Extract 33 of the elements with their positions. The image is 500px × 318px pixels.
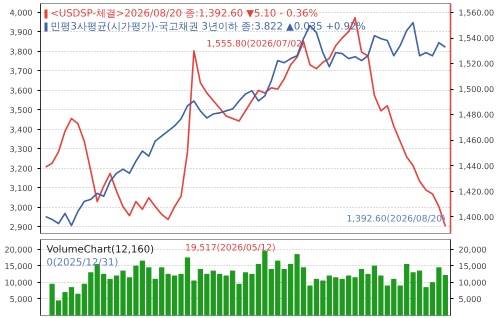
y-tick-label: 3,300 xyxy=(10,144,33,154)
y2-tick-label: 10,000 xyxy=(458,278,486,288)
y-tick-label: 3,500 xyxy=(10,106,33,115)
y-tick-label: 3,200 xyxy=(10,164,33,174)
y-tick-label: 3,000 xyxy=(10,203,33,212)
y-tick-label: 3,600 xyxy=(10,86,33,96)
y2-tick-label: 1,420.00 xyxy=(458,187,494,196)
y-tick-label: 3,800 xyxy=(10,47,33,56)
y-tick-label: 2,900 xyxy=(10,222,33,232)
y-tick-label: 3,400 xyxy=(10,125,33,134)
y-tick-label: 3,900 xyxy=(10,28,33,37)
y-tick-label: 5,000 xyxy=(10,294,33,304)
y2-tick-label: 1,460.00 xyxy=(458,136,494,146)
y-tick-label: 20,000 xyxy=(4,245,33,254)
y2-tick-label: 20,000 xyxy=(458,245,486,254)
y-tick-label: 3,100 xyxy=(10,184,33,193)
y-tick-label: 10,000 xyxy=(4,278,33,288)
y2-tick-label: 1,540.00 xyxy=(458,34,494,43)
legend-label: <USDSP-체결>2026/08/20 종:1,392.60 ▼5.10 - 0.36% xyxy=(50,8,318,20)
annotation: 19,517(2026/05/12) xyxy=(185,244,276,254)
annotation: 0(2025/12/31) xyxy=(46,258,118,268)
y-tick-label: 15,000 xyxy=(4,262,33,271)
y2-tick-label: 15,000 xyxy=(458,262,486,271)
y-tick-label: 3,700 xyxy=(10,66,33,76)
y-tick-label: 4,000 xyxy=(10,8,33,18)
y2-tick-label: 5,000 xyxy=(458,294,482,304)
y2-tick-label: 1,520.00 xyxy=(458,60,494,69)
y2-tick-label: 1,500.00 xyxy=(458,85,494,94)
y2-tick-label: 1,400.00 xyxy=(458,212,494,222)
text: VolumeChart(12,160) xyxy=(46,244,154,256)
y2-tick-label: 1,480.00 xyxy=(458,110,494,120)
y2-tick-label: 1,440.00 xyxy=(458,162,494,171)
y2-tick-label: 1,560.00 xyxy=(458,8,494,18)
